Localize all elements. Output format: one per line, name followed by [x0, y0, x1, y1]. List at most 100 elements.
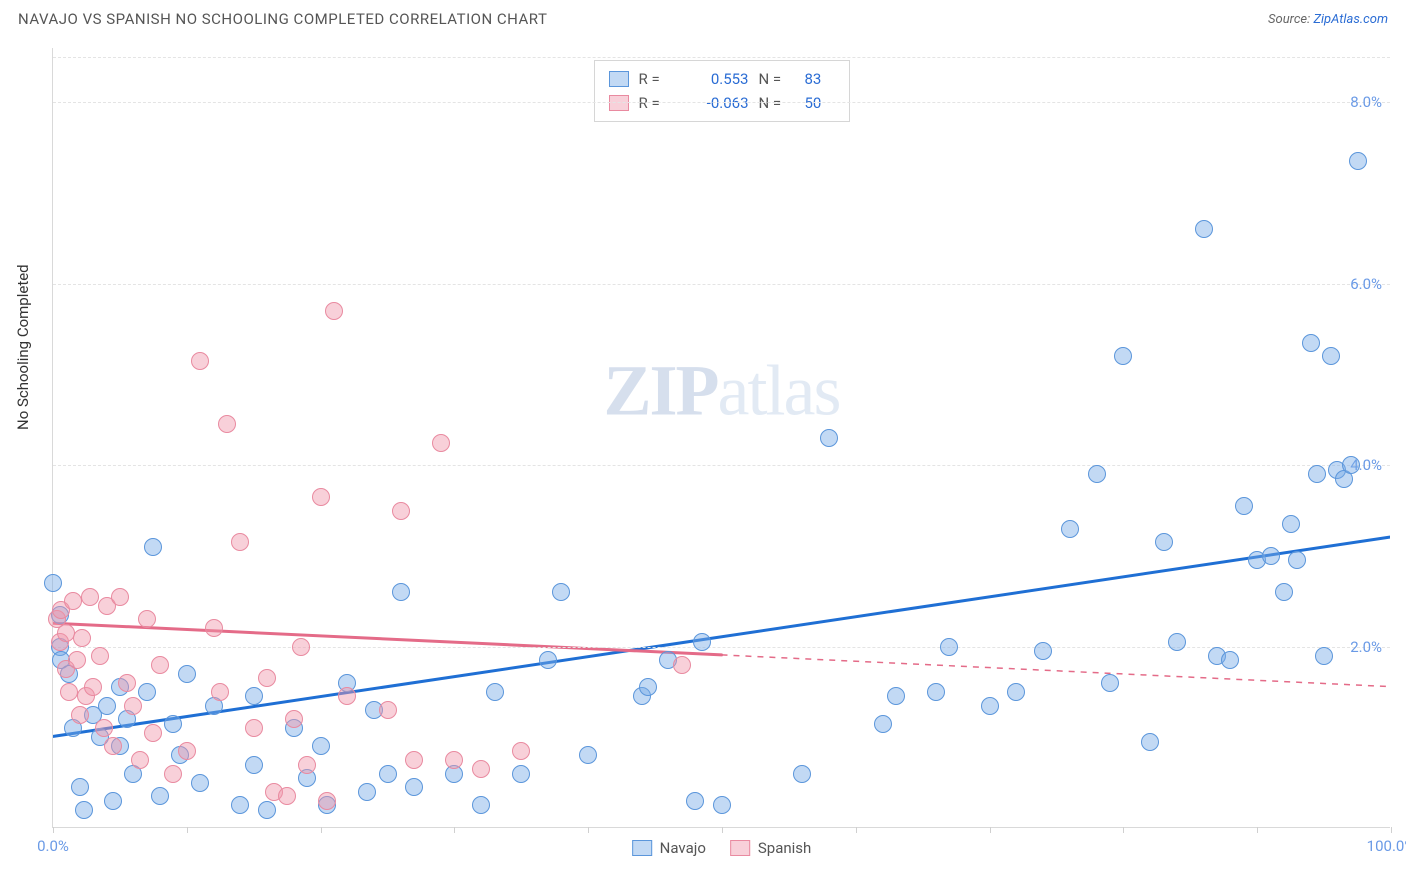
data-point — [392, 583, 410, 601]
data-point — [164, 715, 182, 733]
legend-swatch — [609, 71, 629, 87]
data-point — [298, 756, 316, 774]
data-point — [512, 765, 530, 783]
data-point — [445, 751, 463, 769]
gridline — [53, 284, 1390, 285]
y-tick-label: 6.0% — [1350, 275, 1382, 293]
data-point — [191, 352, 209, 370]
x-tick-label: 0.0% — [37, 837, 69, 855]
legend-r-label: R = — [639, 67, 675, 91]
data-point — [1061, 520, 1079, 538]
correlation-legend: R =0.553N =83R =-0.063N =50 — [594, 60, 850, 122]
data-point — [512, 742, 530, 760]
data-point — [940, 638, 958, 656]
data-point — [887, 687, 905, 705]
data-point — [379, 701, 397, 719]
y-tick-label: 8.0% — [1350, 93, 1382, 111]
data-point — [552, 583, 570, 601]
data-point — [1195, 220, 1213, 238]
x-tick-mark — [990, 827, 991, 833]
x-tick-mark — [722, 827, 723, 833]
x-tick-mark — [321, 827, 322, 833]
data-point — [60, 683, 78, 701]
data-point — [73, 629, 91, 647]
data-point — [124, 697, 142, 715]
data-point — [278, 787, 296, 805]
legend-label: Navajo — [660, 839, 706, 857]
data-point — [379, 765, 397, 783]
data-point — [1349, 152, 1367, 170]
watermark: ZIPatlas — [604, 349, 840, 432]
data-point — [1288, 551, 1306, 569]
data-point — [472, 796, 490, 814]
data-point — [44, 574, 62, 592]
data-point — [104, 737, 122, 755]
data-point — [579, 746, 597, 764]
data-point — [258, 801, 276, 819]
data-point — [71, 706, 89, 724]
data-point — [84, 678, 102, 696]
data-point — [539, 651, 557, 669]
x-tick-mark — [588, 827, 589, 833]
data-point — [104, 792, 122, 810]
x-tick-mark — [454, 827, 455, 833]
legend-corr-row: R =0.553N =83 — [609, 67, 835, 91]
data-point — [1088, 465, 1106, 483]
data-point — [693, 633, 711, 651]
data-point — [1114, 347, 1132, 365]
data-point — [432, 434, 450, 452]
data-point — [245, 719, 263, 737]
data-point — [1342, 456, 1360, 474]
source-link[interactable]: ZipAtlas.com — [1313, 12, 1388, 27]
data-point — [71, 778, 89, 796]
data-point — [1155, 533, 1173, 551]
data-point — [245, 756, 263, 774]
data-point — [1168, 633, 1186, 651]
data-point — [178, 742, 196, 760]
data-point — [205, 619, 223, 637]
gridline — [53, 465, 1390, 466]
data-point — [338, 687, 356, 705]
data-point — [318, 792, 336, 810]
data-point — [713, 796, 731, 814]
data-point — [1322, 347, 1340, 365]
legend-r-value: 0.553 — [685, 67, 749, 91]
data-point — [91, 647, 109, 665]
data-point — [686, 792, 704, 810]
data-point — [191, 774, 209, 792]
x-tick-label: 100.0% — [1367, 837, 1406, 855]
data-point — [178, 665, 196, 683]
data-point — [151, 656, 169, 674]
x-tick-mark — [1123, 827, 1124, 833]
data-point — [151, 787, 169, 805]
data-point — [258, 669, 276, 687]
data-point — [144, 724, 162, 742]
data-point — [164, 765, 182, 783]
legend-item: Navajo — [632, 839, 706, 857]
legend-swatch — [632, 840, 652, 856]
data-point — [1235, 497, 1253, 515]
data-point — [144, 538, 162, 556]
source-attribution: Source: ZipAtlas.com — [1268, 12, 1388, 27]
trend-lines — [53, 48, 1390, 827]
data-point — [1282, 515, 1300, 533]
gridline — [53, 57, 1390, 58]
trend-line-dashed — [722, 655, 1390, 687]
legend-swatch — [730, 840, 750, 856]
watermark-right: atlas — [718, 350, 840, 430]
y-tick-label: 2.0% — [1350, 638, 1382, 656]
gridline — [53, 647, 1390, 648]
data-point — [486, 683, 504, 701]
x-tick-mark — [187, 827, 188, 833]
data-point — [405, 751, 423, 769]
data-point — [118, 674, 136, 692]
source-prefix: Source: — [1268, 12, 1313, 27]
chart-title: NAVAJO VS SPANISH NO SCHOOLING COMPLETED… — [18, 10, 547, 28]
data-point — [1101, 674, 1119, 692]
legend-n-value: 83 — [805, 67, 835, 91]
data-point — [138, 610, 156, 628]
data-point — [312, 488, 330, 506]
data-point — [1315, 647, 1333, 665]
data-point — [95, 719, 113, 737]
data-point — [874, 715, 892, 733]
